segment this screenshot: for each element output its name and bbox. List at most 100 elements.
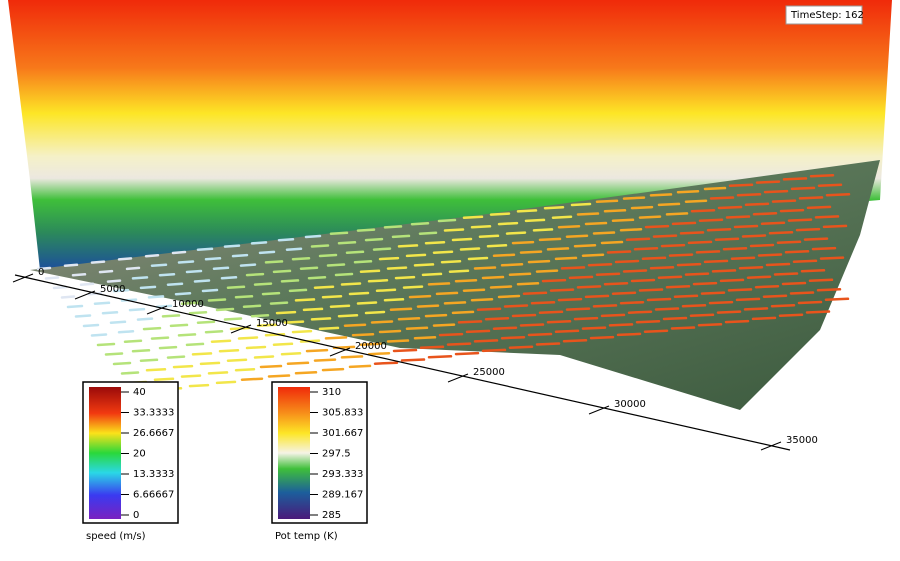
arrow bbox=[375, 288, 397, 293]
arrow bbox=[454, 278, 478, 283]
arrow bbox=[386, 266, 408, 270]
arrow bbox=[174, 291, 192, 296]
arrow bbox=[522, 291, 548, 296]
arrow bbox=[177, 260, 195, 264]
arrow bbox=[546, 320, 572, 324]
arrow bbox=[573, 243, 597, 248]
arrow bbox=[744, 202, 770, 207]
arrow bbox=[535, 342, 561, 346]
legend-tick-label: 26.6667 bbox=[133, 428, 174, 439]
arrow bbox=[584, 221, 608, 226]
arrow bbox=[291, 256, 311, 261]
arrow bbox=[201, 288, 219, 293]
arrow bbox=[239, 263, 257, 267]
arrow bbox=[497, 221, 519, 226]
arrow bbox=[340, 355, 364, 359]
arrow bbox=[185, 269, 203, 274]
arrow bbox=[36, 266, 52, 271]
arrow bbox=[746, 275, 772, 279]
arrow bbox=[816, 288, 842, 292]
arrow bbox=[299, 266, 319, 270]
axis-tick bbox=[760, 441, 782, 451]
arrow bbox=[123, 339, 143, 344]
arrow bbox=[787, 218, 813, 222]
arrow bbox=[416, 304, 440, 308]
arrow bbox=[603, 209, 627, 213]
arrow bbox=[584, 294, 610, 299]
arrow bbox=[329, 231, 349, 236]
arrow bbox=[397, 244, 419, 248]
arrow bbox=[649, 266, 675, 270]
arrow bbox=[446, 342, 472, 346]
arrow bbox=[359, 342, 383, 346]
arrow bbox=[728, 183, 754, 188]
arrow bbox=[771, 199, 797, 203]
arrow bbox=[592, 231, 616, 235]
arrow bbox=[245, 272, 265, 277]
arrow bbox=[489, 285, 513, 289]
arrow bbox=[649, 193, 673, 197]
arrow bbox=[549, 288, 575, 292]
arrow bbox=[106, 279, 122, 283]
arrow bbox=[343, 323, 367, 327]
arrow bbox=[291, 329, 313, 334]
arrow bbox=[117, 257, 133, 261]
arrow bbox=[476, 307, 502, 311]
arrow bbox=[438, 332, 464, 337]
arrow bbox=[443, 301, 467, 305]
arrow bbox=[825, 192, 851, 197]
arrow bbox=[313, 285, 335, 289]
arrow bbox=[413, 336, 437, 340]
arrow bbox=[662, 316, 688, 321]
arrow bbox=[757, 253, 783, 257]
arrow bbox=[223, 244, 241, 248]
arrow bbox=[383, 298, 405, 302]
arrow bbox=[267, 374, 291, 378]
arrow bbox=[611, 291, 637, 295]
axis-tick bbox=[230, 324, 252, 334]
arrow bbox=[318, 326, 340, 331]
arrow bbox=[191, 352, 213, 356]
arrow bbox=[709, 196, 735, 200]
arrow bbox=[185, 342, 205, 347]
arrow bbox=[754, 284, 780, 289]
arrow bbox=[581, 253, 605, 257]
arrow bbox=[692, 281, 718, 286]
arrow bbox=[220, 276, 238, 280]
arrow bbox=[443, 228, 465, 232]
arrow bbox=[652, 234, 678, 238]
arrow bbox=[131, 276, 149, 280]
arrow bbox=[462, 288, 486, 292]
arrow bbox=[226, 358, 248, 362]
arrow bbox=[679, 231, 705, 235]
axis-tick-label: 20000 bbox=[355, 341, 387, 352]
arrow bbox=[421, 272, 443, 277]
arrow bbox=[207, 298, 227, 302]
arrow bbox=[356, 301, 378, 305]
arrow bbox=[378, 256, 400, 261]
arrow bbox=[508, 272, 532, 277]
arrow bbox=[145, 368, 167, 372]
arrow bbox=[410, 221, 430, 226]
axis-tick-label: 25000 bbox=[473, 367, 505, 378]
arrow bbox=[543, 205, 565, 210]
arrow bbox=[817, 183, 843, 187]
arrow bbox=[654, 307, 680, 311]
arrow bbox=[356, 228, 376, 232]
arrow bbox=[269, 301, 289, 305]
arrow bbox=[614, 259, 640, 264]
arrow bbox=[703, 186, 727, 191]
arrow bbox=[136, 317, 154, 321]
arrow bbox=[470, 225, 492, 229]
arrow bbox=[215, 380, 237, 385]
color-bar bbox=[278, 387, 310, 519]
arrow bbox=[806, 205, 832, 210]
arrow bbox=[302, 307, 324, 312]
arrow bbox=[546, 247, 570, 251]
arrow bbox=[589, 335, 615, 340]
arrow bbox=[424, 240, 446, 245]
arrow bbox=[142, 326, 162, 331]
arrow bbox=[161, 314, 181, 318]
arrow bbox=[288, 288, 308, 293]
arrow bbox=[752, 212, 778, 216]
